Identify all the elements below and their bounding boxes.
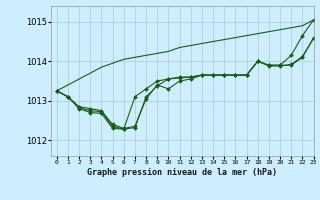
X-axis label: Graphe pression niveau de la mer (hPa): Graphe pression niveau de la mer (hPa) <box>87 168 277 177</box>
